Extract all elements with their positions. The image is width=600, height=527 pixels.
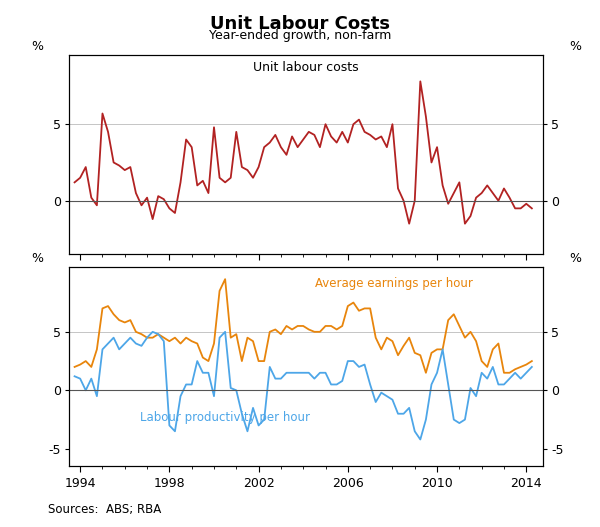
- Text: Unit Labour Costs: Unit Labour Costs: [210, 15, 390, 33]
- Text: %: %: [31, 41, 43, 53]
- Text: %: %: [569, 41, 581, 53]
- Text: Average earnings per hour: Average earnings per hour: [316, 277, 473, 290]
- Text: Year-ended growth, non-farm: Year-ended growth, non-farm: [209, 29, 391, 42]
- Text: %: %: [31, 252, 43, 266]
- Text: Unit labour costs: Unit labour costs: [253, 61, 359, 74]
- Text: Sources:  ABS; RBA: Sources: ABS; RBA: [48, 503, 161, 516]
- Text: Labour productivity per hour: Labour productivity per hour: [140, 411, 310, 424]
- Text: %: %: [569, 252, 581, 266]
